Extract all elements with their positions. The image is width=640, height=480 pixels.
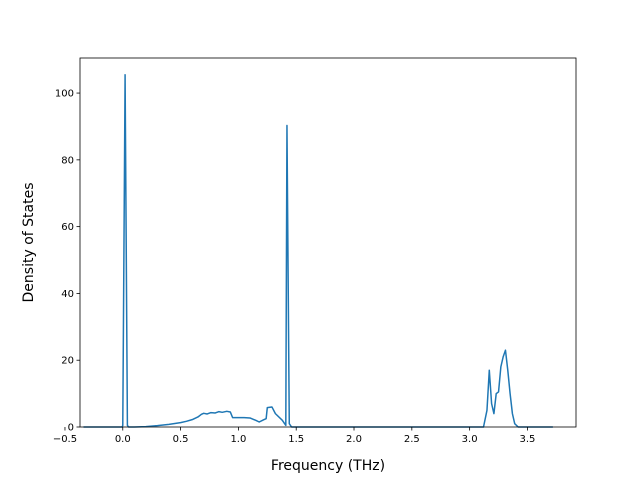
x-tick-label: 3.5 xyxy=(519,434,535,445)
y-axis-label: Density of States xyxy=(21,183,37,303)
x-tick-label: 1.5 xyxy=(288,434,304,445)
x-tick-label: 2.0 xyxy=(346,434,362,445)
y-tick-label: 60 xyxy=(61,222,74,233)
x-tick-label: 0.0 xyxy=(115,434,131,445)
x-tick-label: 0.5 xyxy=(173,434,189,445)
y-tick-label: 20 xyxy=(61,356,74,367)
x-axis-label: Frequency (THz) xyxy=(271,458,385,474)
x-tick-label: −0.5 xyxy=(53,434,77,445)
x-axis: −0.5 0.0 0.5 1.0 1.5 2.0 2.5 3.0 3.5 xyxy=(53,427,535,445)
y-tick-label: 80 xyxy=(61,155,74,166)
x-tick-label: 1.0 xyxy=(230,434,246,445)
y-tick-label: 100 xyxy=(55,89,74,100)
x-tick-label: 2.5 xyxy=(404,434,420,445)
axes-frame xyxy=(79,57,577,428)
x-tick-label: 3.0 xyxy=(462,434,478,445)
plot-area xyxy=(83,73,553,428)
dos-series-line xyxy=(83,73,553,428)
y-axis: 0 20 40 60 80 100 xyxy=(55,89,80,434)
y-tick-label: 0 xyxy=(68,423,74,434)
y-tick-label: 40 xyxy=(61,289,74,300)
